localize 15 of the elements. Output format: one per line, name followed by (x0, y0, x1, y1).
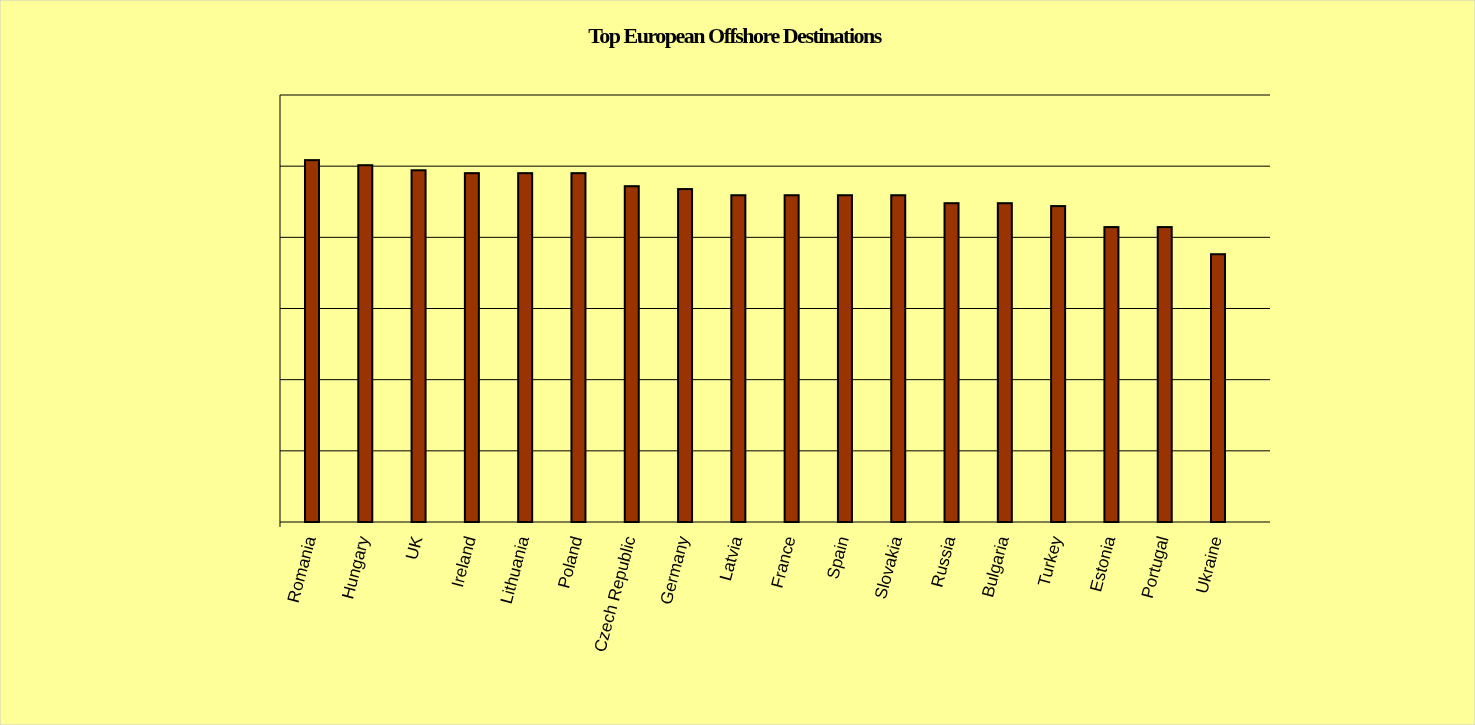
x-tick-label: Russia (927, 533, 960, 590)
x-tick-label: Spain (823, 534, 853, 582)
x-tick-label: Latvia (716, 533, 747, 583)
x-tick-label: Ireland (447, 534, 480, 590)
x-tick-label: Poland (554, 534, 587, 591)
x-tick-label: Slovakia (871, 533, 907, 602)
chart-title: Top European Offshore Destinations (588, 23, 883, 48)
x-tick-label: Ukraine (1192, 534, 1226, 596)
x-tick-label: Estonia (1086, 533, 1120, 594)
x-tick-label: Czech Republic (590, 533, 640, 655)
x-tick-label: France (767, 534, 800, 591)
x-tick-label: Turkey (1034, 533, 1067, 589)
x-tick-label: UK (401, 533, 427, 562)
x-tick-label: Portugal (1137, 534, 1173, 601)
x-tick-label: Bulgaria (978, 533, 1013, 600)
